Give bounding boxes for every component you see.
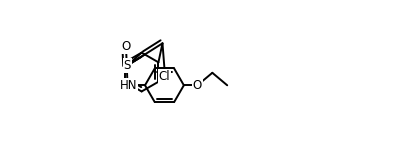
- Text: S: S: [123, 59, 131, 72]
- Text: O: O: [121, 40, 131, 53]
- Text: HN: HN: [120, 79, 137, 92]
- Text: O: O: [193, 79, 202, 92]
- Text: Cl: Cl: [159, 70, 170, 83]
